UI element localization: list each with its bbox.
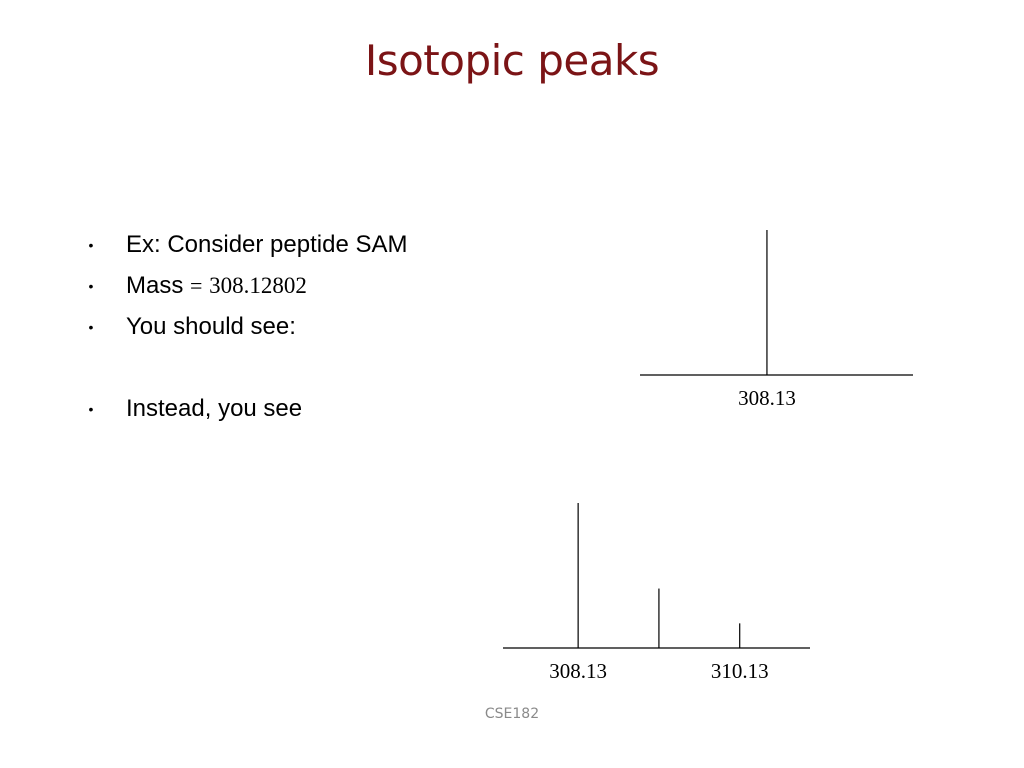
bullet-text-should-see: You should see: [126, 313, 296, 340]
mass-label: Mass [126, 272, 184, 299]
bullet-icon: • [88, 237, 94, 253]
bullet-text-peptide: Ex: Consider peptide SAM [126, 231, 408, 258]
bullet-item-mass: • Mass = 308.12802 [84, 269, 544, 310]
bullet-text-mass: Mass = 308.12802 [126, 269, 307, 303]
bullet-item-should-see: • You should see: [84, 310, 544, 351]
slide-title: Isotopic peaks [364, 36, 660, 85]
mass-equals: = [190, 273, 203, 298]
bullet-item-peptide: • Ex: Consider peptide SAM [84, 228, 544, 269]
bullet-item-instead: • Instead, you see [84, 392, 544, 433]
tick-label: 308.13 [738, 386, 796, 410]
bullet-icon: • [88, 401, 94, 417]
bullet-icon: • [88, 278, 94, 294]
slide-footer: CSE182 [484, 706, 540, 722]
tick-label: 308.13 [549, 659, 607, 683]
tick-label: 310.13 [711, 659, 769, 683]
bullet-list: • Ex: Consider peptide SAM • Mass = 308.… [84, 228, 544, 433]
observed-spectrum-chart: 308.13 310.13 [503, 503, 810, 683]
expected-spectrum-chart: 308.13 [640, 230, 913, 410]
mass-value: 308.12802 [209, 273, 307, 298]
bullet-text-instead: Instead, you see [126, 395, 303, 422]
bullet-icon: • [88, 319, 94, 335]
